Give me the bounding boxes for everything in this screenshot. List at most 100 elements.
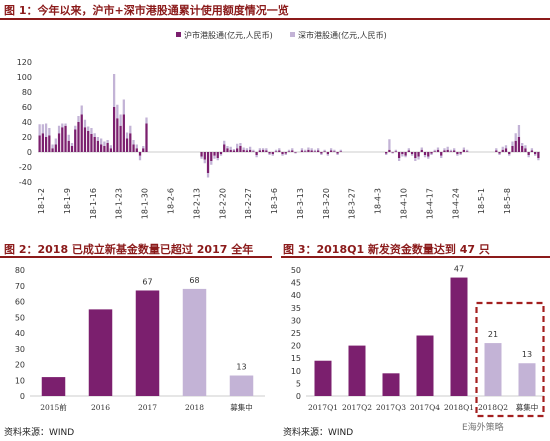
legend-sh-swatch xyxy=(176,32,181,37)
bar-sh-127 xyxy=(449,151,453,152)
bar-sh-71 xyxy=(268,152,271,154)
bar-sz-17 xyxy=(93,133,96,137)
bar-sz-125 xyxy=(443,148,446,151)
chart3-title-rule xyxy=(281,256,550,258)
bar-sz-154 xyxy=(537,158,540,161)
bar-sz-145 xyxy=(508,154,511,156)
bar-sz-89 xyxy=(326,154,329,156)
bar-sh-12 xyxy=(77,122,80,152)
chart1-title: 图 1：今年以来，沪市+深市港股通累计使用额度情况一览 xyxy=(4,4,289,17)
bar-sh-27 xyxy=(125,138,129,152)
bar-sh-120 xyxy=(427,152,430,157)
bar-sz-152 xyxy=(530,148,534,151)
chart2-bar-3 xyxy=(182,288,207,396)
bar-sz-93 xyxy=(339,149,342,152)
bar-sz-69 xyxy=(261,148,265,150)
bar-sz-12 xyxy=(77,116,80,122)
chart2-x-tick-label-1: 2016 xyxy=(91,403,110,412)
bar-sz-27 xyxy=(125,132,129,139)
bar-sz-81 xyxy=(300,148,304,151)
bar-sh-109 xyxy=(391,152,394,153)
x-tick-label-4: 18-1-30 xyxy=(141,188,150,219)
chart2-y-tick-label-8: 80 xyxy=(15,266,25,275)
bar-sh-129 xyxy=(456,152,459,155)
x-tick-label-0: 18-1-2 xyxy=(37,188,46,214)
bar-sh-131 xyxy=(462,149,466,152)
bar-sh-56 xyxy=(219,152,223,155)
bar-sh-6 xyxy=(57,133,61,152)
chart3-bar-1 xyxy=(348,345,366,396)
chart3-bar-2 xyxy=(382,373,400,396)
bar-sh-1 xyxy=(41,133,44,152)
chart2-data-label-4: 13 xyxy=(236,363,246,372)
bar-sz-79 xyxy=(294,152,297,154)
bar-sz-26 xyxy=(122,99,125,115)
bar-sh-146 xyxy=(511,146,514,152)
x-tick-label-5: 18-2-6 xyxy=(166,188,175,214)
bar-sz-132 xyxy=(466,149,469,152)
bar-sh-83 xyxy=(307,149,310,152)
bar-sh-74 xyxy=(278,150,281,152)
bar-sh-87 xyxy=(320,152,323,154)
y-tick-label-8: 120 xyxy=(17,58,32,67)
bar-sh-82 xyxy=(304,151,307,152)
bar-sh-68 xyxy=(258,150,261,152)
bar-sh-144 xyxy=(504,148,508,152)
bar-sh-5 xyxy=(54,144,57,152)
bar-sz-117 xyxy=(417,156,420,160)
chart2-data-label-2: 67 xyxy=(142,277,152,286)
y-tick-label-6: 80 xyxy=(22,88,32,97)
bar-sh-52 xyxy=(206,152,210,173)
chart3-bar-3 xyxy=(416,335,434,396)
bar-sz-4 xyxy=(51,144,54,149)
bar-sz-78 xyxy=(291,148,294,151)
chart2-y-tick-label-0: 0 xyxy=(20,392,25,401)
bar-sh-24 xyxy=(116,118,119,152)
bar-sz-141 xyxy=(495,148,498,151)
bar-sz-112 xyxy=(401,154,404,157)
bar-sh-110 xyxy=(394,151,398,152)
bar-sz-64 xyxy=(245,148,249,151)
chart3-y-tick-label-6: 30 xyxy=(291,316,301,325)
y-tick-label-3: 20 xyxy=(22,133,32,142)
chart3-x-tick-label-6: 募集中 xyxy=(516,402,539,412)
chart3-bar-4 xyxy=(450,277,468,396)
bar-sz-32 xyxy=(142,146,145,149)
chart3-y-tick-label-3: 15 xyxy=(291,354,301,363)
y-tick-label-5: 60 xyxy=(22,103,32,112)
x-tick-label-14: 18-4-10 xyxy=(400,188,409,219)
chart3-bar-6 xyxy=(518,363,536,396)
bar-sz-121 xyxy=(430,153,433,155)
chart2-y-tick-label-6: 60 xyxy=(15,298,25,307)
bar-sz-73 xyxy=(274,149,278,152)
bar-sz-3 xyxy=(48,128,51,136)
bar-sz-51 xyxy=(203,159,206,164)
watermark-text: E海外策略 xyxy=(462,423,504,433)
bar-sz-130 xyxy=(459,153,462,155)
chart2-y-tick-label-1: 10 xyxy=(15,376,25,385)
chart2-y-tick-label-2: 20 xyxy=(15,361,25,370)
bar-sh-121 xyxy=(430,152,433,154)
chart3-y-tick-label-4: 20 xyxy=(291,342,301,351)
y-tick-label-1: -20 xyxy=(19,163,32,172)
bar-sz-15 xyxy=(87,126,90,131)
x-tick-label-15: 18-4-17 xyxy=(425,188,434,219)
bar-sz-5 xyxy=(54,138,57,145)
x-tick-label-13: 18-4-3 xyxy=(374,188,383,214)
bar-sh-132 xyxy=(466,151,469,152)
bar-sz-86 xyxy=(317,148,320,151)
bar-sh-128 xyxy=(453,150,456,152)
x-tick-label-2: 18-1-16 xyxy=(89,188,98,219)
chart2-source: 资料来源：WIND xyxy=(4,428,75,438)
chart3-x-tick-label-0: 2017Q1 xyxy=(308,403,338,412)
bar-sz-58 xyxy=(226,146,229,149)
bar-sh-113 xyxy=(404,152,407,156)
bar-sz-20 xyxy=(103,141,106,146)
bar-sz-65 xyxy=(249,146,252,150)
bar-sh-123 xyxy=(436,149,440,152)
bar-sh-147 xyxy=(514,140,517,152)
bar-sz-11 xyxy=(74,125,77,130)
bar-sz-119 xyxy=(423,155,427,158)
chart2-title: 图 2：2018 已成立新基金数量已超过 2017 全年 xyxy=(4,243,254,256)
bar-sh-124 xyxy=(440,152,443,156)
